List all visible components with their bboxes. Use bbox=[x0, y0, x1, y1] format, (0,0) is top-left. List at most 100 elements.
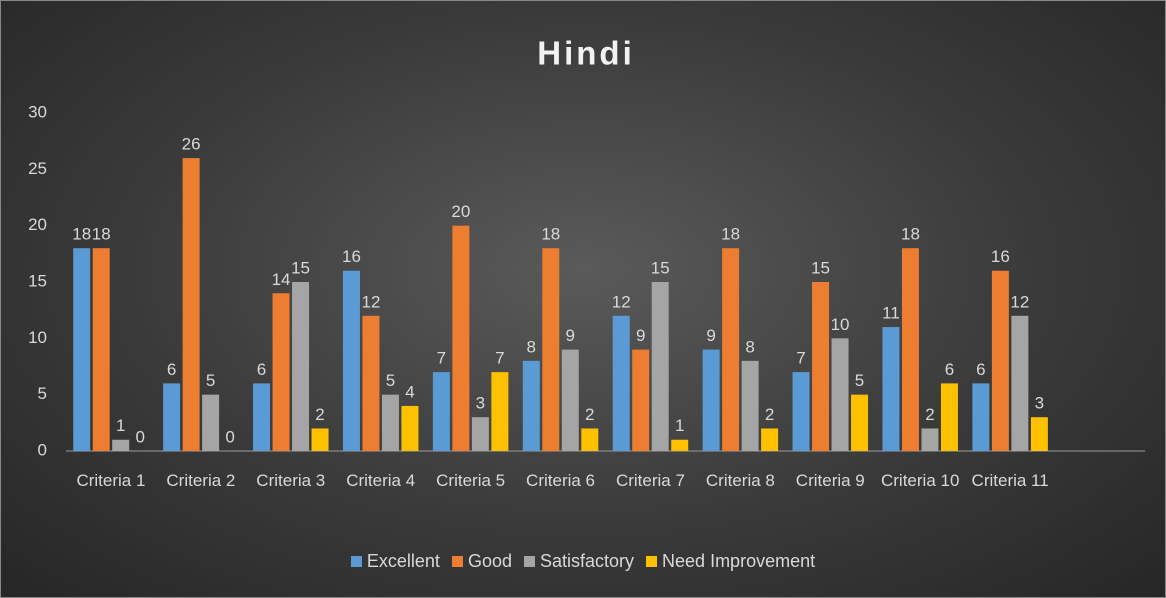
bar bbox=[792, 372, 810, 451]
legend-label: Good bbox=[467, 551, 512, 571]
data-label: 9 bbox=[706, 326, 715, 345]
bar bbox=[741, 360, 759, 451]
bar bbox=[491, 372, 509, 451]
x-tick-label: Criteria 3 bbox=[256, 471, 326, 490]
bar bbox=[163, 383, 181, 451]
bar bbox=[471, 417, 489, 451]
legend-item: Good bbox=[451, 551, 512, 572]
x-tick-label: Criteria 2 bbox=[166, 471, 236, 490]
x-tick-label: Criteria 4 bbox=[346, 471, 416, 490]
x-tick-label: Criteria 7 bbox=[615, 471, 685, 490]
bar bbox=[253, 383, 271, 451]
y-tick-label: 0 bbox=[38, 440, 47, 459]
legend-swatch bbox=[350, 556, 362, 567]
legend-label: Excellent bbox=[366, 551, 440, 571]
data-label: 2 bbox=[765, 405, 774, 424]
x-tick-label: Criteria 1 bbox=[76, 471, 146, 490]
data-label: 12 bbox=[612, 292, 631, 311]
data-label: 1 bbox=[116, 416, 125, 435]
bar bbox=[92, 248, 110, 451]
bar bbox=[940, 383, 958, 451]
data-label: 8 bbox=[527, 337, 536, 356]
bar bbox=[182, 158, 200, 452]
data-label: 2 bbox=[925, 405, 934, 424]
bar bbox=[311, 428, 329, 451]
data-label: 18 bbox=[72, 225, 91, 244]
bar bbox=[632, 349, 650, 451]
bar bbox=[362, 315, 380, 451]
data-label: 6 bbox=[945, 360, 954, 379]
data-label: 15 bbox=[291, 258, 310, 277]
bar bbox=[722, 248, 740, 451]
legend-item: Need Improvement bbox=[646, 551, 815, 572]
data-label: 16 bbox=[342, 247, 361, 266]
legend-label: Satisfactory bbox=[539, 551, 635, 571]
data-label: 5 bbox=[206, 371, 215, 390]
data-label: 9 bbox=[566, 326, 575, 345]
bar bbox=[342, 270, 360, 451]
data-label: 18 bbox=[721, 225, 740, 244]
bar bbox=[401, 405, 419, 451]
data-label: 14 bbox=[272, 270, 291, 289]
bar bbox=[452, 225, 470, 451]
x-tick-label: Criteria 5 bbox=[436, 471, 506, 490]
data-label: 0 bbox=[225, 427, 234, 446]
data-label: 18 bbox=[901, 225, 920, 244]
y-tick-label: 10 bbox=[28, 328, 47, 347]
y-tick-label: 5 bbox=[38, 384, 47, 403]
bar bbox=[581, 428, 599, 451]
data-label: 2 bbox=[585, 405, 594, 424]
bar bbox=[112, 439, 130, 451]
x-tick-label: Criteria 11 bbox=[971, 471, 1049, 490]
bar bbox=[1011, 315, 1029, 451]
chart-title: Hindi bbox=[537, 35, 634, 72]
data-label: 5 bbox=[386, 371, 395, 390]
bar bbox=[432, 372, 450, 451]
data-label: 5 bbox=[855, 371, 864, 390]
y-tick-label: 30 bbox=[28, 102, 47, 121]
legend-item: Satisfactory bbox=[523, 551, 635, 572]
bar bbox=[202, 394, 220, 451]
data-label: 0 bbox=[135, 427, 144, 446]
data-label: 12 bbox=[361, 292, 380, 311]
data-label: 1 bbox=[675, 416, 684, 435]
bar bbox=[702, 349, 720, 451]
bar bbox=[1030, 417, 1048, 451]
data-label: 18 bbox=[92, 225, 111, 244]
bar bbox=[381, 394, 399, 451]
bar bbox=[991, 270, 1009, 451]
data-label: 6 bbox=[976, 360, 985, 379]
bar bbox=[671, 439, 689, 451]
bar bbox=[651, 282, 669, 451]
legend-label: Need Improvement bbox=[662, 551, 816, 571]
data-label: 7 bbox=[437, 349, 446, 368]
data-label: 3 bbox=[476, 394, 485, 413]
bar bbox=[882, 327, 900, 451]
bar bbox=[272, 293, 290, 451]
x-tick-label: Criteria 9 bbox=[795, 471, 865, 490]
data-label: 2 bbox=[315, 405, 324, 424]
data-label: 26 bbox=[182, 135, 201, 154]
bar bbox=[921, 428, 939, 451]
bar bbox=[292, 282, 310, 451]
data-label: 6 bbox=[257, 360, 266, 379]
y-tick-label: 20 bbox=[28, 215, 47, 234]
bar bbox=[561, 349, 579, 451]
data-label: 20 bbox=[451, 202, 470, 221]
data-label: 15 bbox=[651, 258, 670, 277]
data-label: 6 bbox=[167, 360, 176, 379]
bar bbox=[761, 428, 779, 451]
legend-swatch bbox=[451, 556, 463, 567]
y-tick-label: 15 bbox=[28, 271, 47, 290]
data-label: 15 bbox=[811, 258, 830, 277]
x-tick-label: Criteria 10 bbox=[880, 471, 960, 490]
bar bbox=[812, 282, 830, 451]
bar bbox=[831, 338, 849, 451]
data-label: 18 bbox=[541, 225, 560, 244]
legend-swatch bbox=[523, 556, 535, 567]
bar bbox=[522, 360, 540, 451]
legend: Excellent Good Satisfactory Need Improvemen… bbox=[1, 551, 1165, 572]
data-label: 12 bbox=[1010, 292, 1029, 311]
